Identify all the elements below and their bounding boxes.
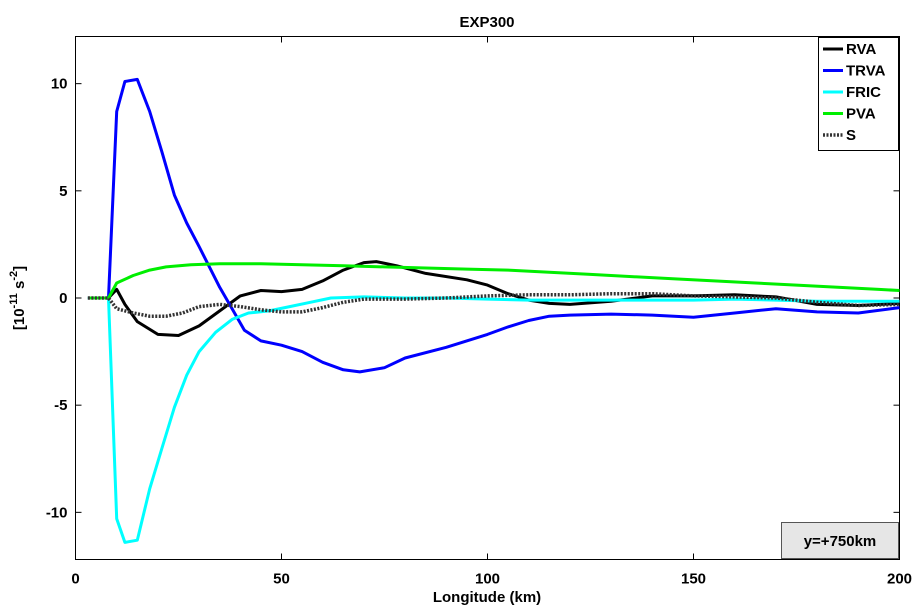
- x-tick-label: 50: [273, 571, 290, 588]
- x-tick-label: 100: [475, 571, 500, 588]
- chart-title: EXP300: [459, 14, 514, 31]
- y-axis-label-exp1: -11: [8, 293, 20, 308]
- y-axis-label-end: ]: [11, 266, 28, 271]
- y-tick-label: -5: [54, 397, 67, 414]
- annotation-text: y=+750km: [804, 533, 877, 550]
- y-tick-label: 5: [59, 183, 67, 200]
- series-line-pva: [87, 262, 900, 300]
- legend-label-fric: FRIC: [846, 84, 881, 101]
- y-axis-label-mid: s: [11, 281, 28, 294]
- legend-label-trva: TRVA: [846, 63, 886, 80]
- series-line-trva: [87, 77, 900, 374]
- series-line-rva: [87, 260, 900, 337]
- legend-label-pva: PVA: [846, 106, 876, 123]
- legend: RVA TRVA FRIC PVA S: [818, 37, 899, 151]
- y-axis-label: [10-11 s-2]: [8, 266, 28, 330]
- series-line-s: [87, 291, 900, 318]
- x-tick-label: 150: [681, 571, 706, 588]
- x-axis-label: Longitude (km): [433, 589, 541, 606]
- series-line-fric: [87, 295, 900, 544]
- series-layer: [87, 77, 900, 544]
- annotation-box: y=+750km: [781, 522, 899, 559]
- legend-items: RVA TRVA FRIC PVA S: [823, 41, 886, 144]
- y-axis-label-base: [10: [11, 308, 28, 330]
- y-tick-label: 0: [59, 290, 67, 307]
- legend-label-rva: RVA: [846, 41, 876, 58]
- legend-box: [818, 37, 899, 151]
- y-tick-label: -10: [46, 504, 68, 521]
- x-tick-label: 0: [71, 571, 79, 588]
- legend-label-s: S: [846, 127, 856, 144]
- annotation-box-bg: [781, 522, 899, 559]
- x-axis-ticks: 0 50 100 150 200: [71, 36, 912, 588]
- y-axis-label-exp2: -2: [8, 271, 20, 281]
- x-tick-label: 200: [887, 571, 912, 588]
- y-axis-ticks: -10 -5 0 5 10: [46, 76, 900, 521]
- y-tick-label: 10: [51, 76, 68, 93]
